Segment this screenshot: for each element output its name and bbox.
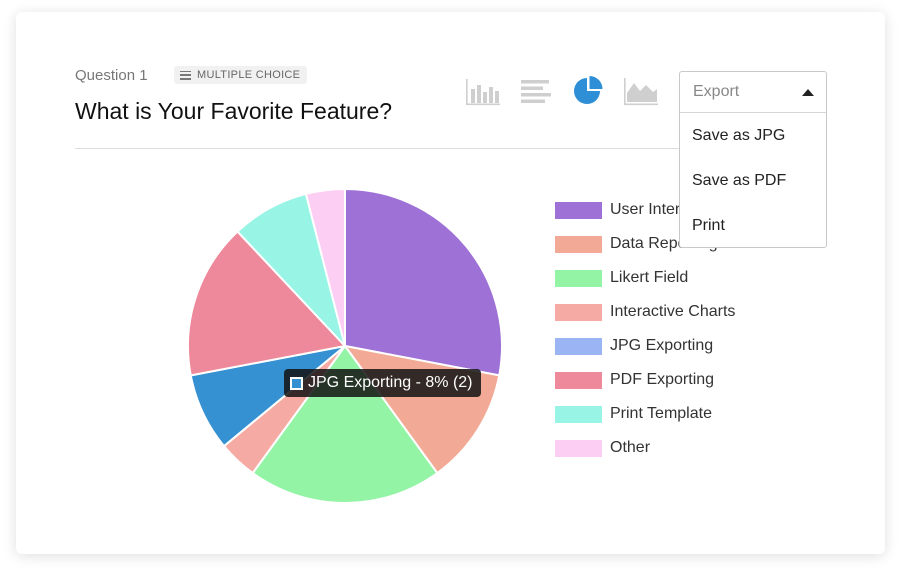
bar-chart-icon[interactable] xyxy=(465,75,501,107)
question-type-label: MULTIPLE CHOICE xyxy=(197,69,301,81)
legend-label: Interactive Charts xyxy=(610,303,736,320)
pie-slice-user-interface[interactable] xyxy=(344,187,503,377)
tooltip-color-swatch xyxy=(290,376,303,390)
question-number: Question 1 xyxy=(75,67,148,84)
export-select[interactable]: Export xyxy=(680,72,826,113)
legend-swatch xyxy=(555,303,602,321)
legend-label: Print Template xyxy=(610,405,712,422)
question-title: What is Your Favorite Feature? xyxy=(75,98,393,124)
question-type-badge: MULTIPLE CHOICE xyxy=(174,66,308,84)
legend-label: JPG Exporting xyxy=(610,337,714,354)
pie-slice-likert-field[interactable] xyxy=(251,344,439,504)
legend-swatch xyxy=(555,405,602,423)
export-label: Export xyxy=(693,83,740,100)
divider xyxy=(75,148,725,149)
print-option[interactable]: Print xyxy=(692,216,725,234)
export-dropdown[interactable]: Export Save as JPG Save as PDF Print xyxy=(679,71,827,248)
legend-item[interactable]: JPG Exporting xyxy=(555,336,713,356)
area-chart-icon[interactable] xyxy=(623,75,659,107)
legend-label: PDF Exporting xyxy=(610,371,715,388)
legend-swatch xyxy=(555,235,602,253)
pie-slice-pdf-exporting[interactable] xyxy=(187,230,347,377)
legend-swatch xyxy=(555,439,602,457)
chart-tooltip: JPG Exporting - 8% (2) xyxy=(284,369,481,397)
list-icon xyxy=(180,70,191,80)
pie-chart xyxy=(187,187,503,504)
legend-swatch xyxy=(555,201,602,219)
survey-question-card: Question 1 MULTIPLE CHOICE What is Your … xyxy=(16,12,885,554)
legend-label: Other xyxy=(610,439,651,456)
legend-label: Likert Field xyxy=(610,269,689,286)
legend-swatch xyxy=(555,269,602,287)
pie-slice-other[interactable] xyxy=(304,187,346,347)
legend-swatch xyxy=(555,337,602,355)
caret-up-icon xyxy=(802,88,814,96)
legend-item[interactable]: Other xyxy=(555,438,650,458)
legend-item[interactable]: PDF Exporting xyxy=(555,370,714,390)
legend-item[interactable]: Interactive Charts xyxy=(555,302,735,322)
pie-chart-icon[interactable] xyxy=(571,75,607,107)
legend-swatch xyxy=(555,371,602,389)
horizontal-bar-chart-icon[interactable] xyxy=(519,75,555,107)
legend-item[interactable]: Print Template xyxy=(555,404,712,424)
save-as-pdf-option[interactable]: Save as PDF xyxy=(692,171,787,189)
tooltip-text: JPG Exporting - 8% (2) xyxy=(308,374,473,391)
legend-item[interactable]: Likert Field xyxy=(555,268,688,288)
save-as-jpg-option[interactable]: Save as JPG xyxy=(692,126,786,144)
